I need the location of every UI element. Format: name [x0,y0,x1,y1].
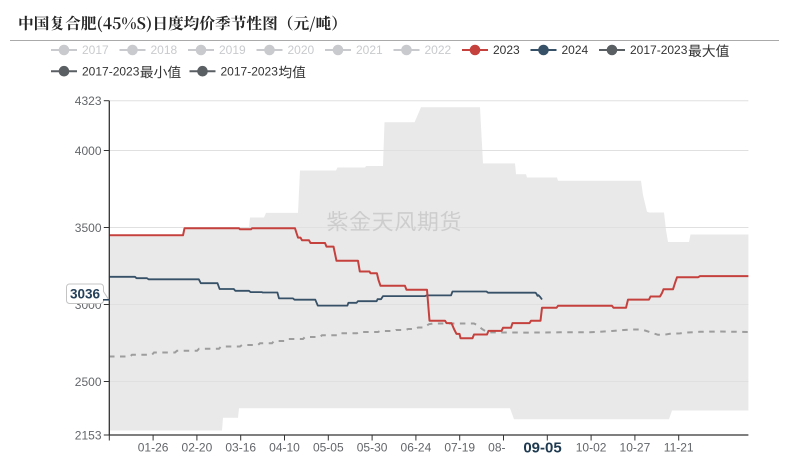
svg-text:3036: 3036 [70,287,101,302]
svg-text:2021: 2021 [356,43,383,57]
svg-text:07-19: 07-19 [444,441,475,455]
svg-text:05-05: 05-05 [313,441,344,455]
svg-text:2017: 2017 [82,43,109,57]
svg-text:04-10: 04-10 [269,441,300,455]
svg-text:2500: 2500 [75,375,102,389]
svg-text:2017-2023: 2017-2023 [221,64,279,78]
svg-text:03-16: 03-16 [225,441,256,455]
svg-text:2017-2023: 2017-2023 [82,64,140,78]
svg-text:2019: 2019 [219,43,246,57]
svg-text:2153: 2153 [75,428,102,442]
svg-text:09-05: 09-05 [523,439,561,456]
svg-text:2022: 2022 [425,43,452,57]
svg-text:2020: 2020 [288,43,315,57]
svg-text:05-30: 05-30 [357,441,388,455]
svg-text:4323: 4323 [75,94,102,108]
svg-text:2018: 2018 [151,43,178,57]
svg-text:2017-2023: 2017-2023 [630,43,688,57]
svg-text:2024: 2024 [562,43,589,57]
svg-text:10-27: 10-27 [620,441,651,455]
svg-text:11-21: 11-21 [664,441,694,455]
svg-text:4000: 4000 [75,144,102,158]
svg-text:02-20: 02-20 [182,441,213,455]
svg-text:3500: 3500 [75,221,102,235]
svg-text:01-26: 01-26 [138,441,169,455]
svg-text:10-02: 10-02 [576,441,607,455]
svg-text:2023: 2023 [493,43,520,57]
svg-text:06-24: 06-24 [401,441,432,455]
